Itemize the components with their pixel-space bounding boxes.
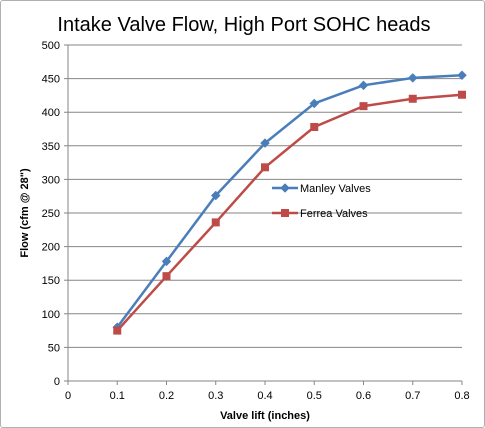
legend-entry-1: Manley Valves [272,183,371,195]
x-tick-label: 0.4 [257,390,272,402]
data-point-marker [407,73,418,83]
y-tick-label: 200 [42,242,60,254]
gridlines [68,44,462,348]
data-point-marker [280,183,290,193]
y-tick-label: 50 [48,342,60,354]
data-point-marker [457,70,467,81]
data-point-marker [113,326,122,335]
y-tick-label: 250 [42,208,60,220]
data-point-marker [281,209,289,217]
y-tick-label: 300 [42,174,60,186]
y-tick-label: 100 [42,309,60,321]
legend: Manley Valves Ferrea Valves [272,183,371,220]
series-2 [113,90,466,335]
y-tick-label: 0 [54,376,60,388]
x-tick-label: 0.2 [159,390,174,402]
y-tick-label: 400 [42,107,60,119]
x-tick-label: 0.5 [307,390,322,402]
x-tick-label: 0.1 [110,390,125,402]
x-axis-title: Valve lift (inches) [220,410,310,422]
data-point-marker [211,218,220,227]
legend-entry-2: Ferrea Valves [272,208,368,220]
legend-label: Manley Valves [300,183,371,195]
x-tick-label: 0 [65,390,71,402]
data-point-marker [260,138,270,148]
data-point-marker [162,272,171,281]
x-tick-label: 0.7 [405,390,420,402]
y-tick-label: 150 [42,275,60,287]
y-tick-label: 500 [42,40,60,52]
y-axis-title: Flow (cfm @ 28") [19,168,31,258]
y-tick-label: 350 [42,141,60,153]
data-point-marker [261,163,269,172]
data-point-marker [458,90,466,99]
data-point-marker [310,122,319,131]
data-point-marker [309,98,320,109]
x-tick-label: 0.3 [208,390,223,402]
x-tick-label: 0.6 [356,390,371,402]
series-group [112,70,467,335]
data-point-marker [161,256,172,267]
legend-label: Ferrea Valves [300,208,368,220]
data-point-marker [210,190,221,201]
x-tick-label: 0.8 [454,390,469,402]
data-point-marker [359,102,368,111]
tick-labels: 0 50 100 150 200 250 300 350 400 450 500 0 0.1 0.2 0.3… [42,40,470,402]
data-point-marker [408,94,417,103]
data-point-marker [358,80,369,91]
series-line [116,93,463,332]
series-1 [112,70,467,333]
series-line [116,73,463,328]
axes [64,44,463,385]
y-tick-label: 450 [42,74,60,86]
chart-title: Intake Valve Flow, High Port SOHC heads [57,14,430,36]
